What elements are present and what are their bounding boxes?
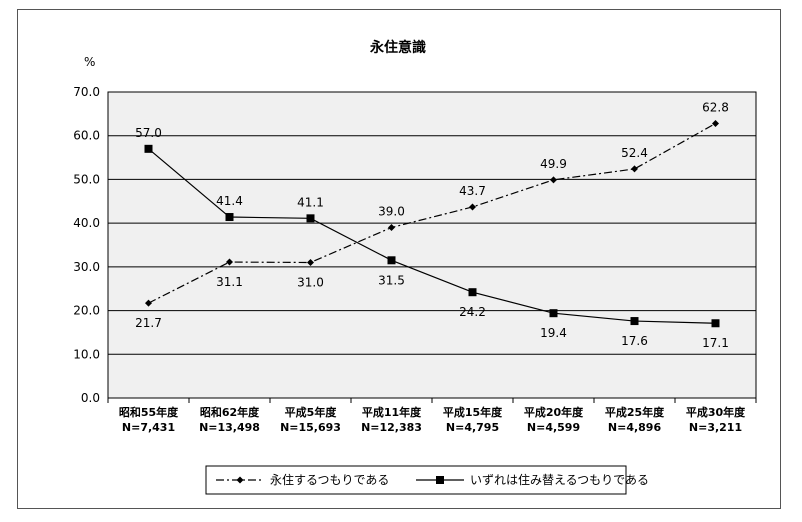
x-category-label: 平成20年度 [524, 405, 584, 419]
x-category-n: N=4,599 [527, 421, 580, 434]
data-point-diamond [631, 165, 638, 173]
data-point-diamond [550, 176, 557, 184]
x-category-label: 平成15年度 [443, 405, 503, 419]
data-point-square [144, 144, 153, 153]
data-label: 17.6 [621, 334, 648, 348]
data-point-diamond [712, 119, 719, 127]
data-label: 57.0 [135, 126, 162, 140]
chart-title: 永住意識 [369, 39, 426, 56]
legend-label-2: いずれは住み替えるつもりである [470, 473, 649, 487]
y-axis-unit: % [84, 55, 95, 69]
data-point-square [306, 214, 315, 223]
data-label: 52.4 [621, 146, 648, 160]
data-label: 49.9 [540, 157, 567, 171]
y-tick-label: 50.0 [73, 172, 100, 186]
data-point-diamond [145, 299, 152, 307]
x-category-n: N=7,431 [122, 421, 175, 434]
x-category-n: N=15,693 [280, 421, 341, 434]
x-category-label: 平成5年度 [285, 405, 338, 419]
x-category-label: 昭和55年度 [119, 405, 179, 419]
data-label: 43.7 [459, 184, 486, 198]
x-category-label: 平成30年度 [686, 405, 746, 419]
data-label: 41.1 [297, 195, 324, 209]
x-category-n: N=4,896 [608, 421, 662, 434]
plot-area [107, 91, 757, 399]
x-category-n: N=3,211 [689, 421, 742, 434]
data-point-square [468, 288, 477, 297]
series-line [148, 122, 716, 304]
data-point-square [711, 319, 720, 328]
legend-marker-diamond [236, 476, 244, 484]
y-tick-label: 30.0 [73, 260, 100, 274]
data-point-square [549, 309, 558, 318]
y-tick-label: 70.0 [73, 85, 100, 99]
x-category-n: N=13,498 [199, 421, 260, 434]
data-label: 31.1 [216, 275, 243, 289]
y-tick-label: 60.0 [73, 129, 100, 143]
data-label: 62.8 [702, 100, 729, 114]
x-category-label: 平成25年度 [605, 405, 665, 419]
x-category-label: 昭和62年度 [200, 405, 260, 419]
y-tick-label: 10.0 [73, 347, 100, 361]
data-point-diamond [388, 224, 395, 232]
y-tick-label: 40.0 [73, 216, 100, 230]
y-tick-label: 0.0 [81, 391, 100, 405]
x-category-label: 平成11年度 [362, 405, 422, 419]
data-point-square [225, 213, 234, 222]
x-category-n: N=12,383 [361, 421, 422, 434]
data-label: 31.5 [378, 273, 405, 287]
y-tick-label: 20.0 [73, 304, 100, 318]
data-label: 39.0 [378, 205, 405, 219]
data-label: 17.1 [702, 336, 729, 350]
data-point-diamond [469, 203, 476, 211]
data-point-square [387, 256, 396, 265]
data-point-diamond [307, 258, 314, 266]
data-label: 19.4 [540, 326, 567, 340]
data-label: 24.2 [459, 305, 486, 319]
data-point-square [630, 317, 639, 326]
x-category-n: N=4,795 [446, 421, 499, 434]
data-label: 31.0 [297, 275, 324, 289]
data-point-diamond [226, 258, 233, 266]
data-label: 21.7 [135, 316, 162, 330]
series-line [148, 148, 716, 324]
legend-label-1: 永住するつもりである [270, 473, 389, 487]
data-label: 41.4 [216, 194, 243, 208]
legend-marker-square [436, 476, 444, 484]
